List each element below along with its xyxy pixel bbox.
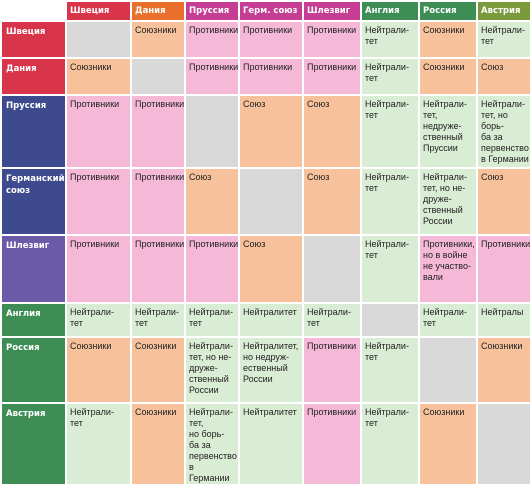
table-cell: Противники xyxy=(67,169,130,234)
table-cell: Нейтралитет xyxy=(240,304,302,336)
col-header-prussia: Пруссия xyxy=(186,2,238,20)
table-cell: Союз xyxy=(240,96,302,167)
table-cell: Противники xyxy=(132,96,184,167)
col-header-denmark: Дания xyxy=(132,2,184,20)
table-cell: Противники xyxy=(132,169,184,234)
table-cell xyxy=(478,404,530,484)
table-cell: Нейтрали- тет xyxy=(420,304,476,336)
table-cell: Союзники xyxy=(67,338,130,402)
table-cell xyxy=(186,96,238,167)
table-cell: Нейтрали- тет xyxy=(304,304,360,336)
table-cell: Противники xyxy=(304,59,360,94)
table-cell: Союз xyxy=(304,96,360,167)
col-header-austria: Австрия xyxy=(478,2,530,20)
table-cell: Противники xyxy=(478,236,530,302)
table-cell xyxy=(67,22,130,57)
table-cell: Нейтрали- тет xyxy=(478,22,530,57)
table-cell: Нейтрали- тет xyxy=(362,169,418,234)
table-cell: Противники xyxy=(132,236,184,302)
table-cell: Нейтрали- тет, но не- друже- ственный Ро… xyxy=(420,169,476,234)
col-header-england: Англия xyxy=(362,2,418,20)
row-header-england: Англия xyxy=(2,304,65,336)
table-cell: Противники xyxy=(67,236,130,302)
table-cell: Союз xyxy=(186,169,238,234)
table-cell: Нейтрали- тет, но борь- ба за первенство… xyxy=(478,96,530,167)
row-header-prussia: Пруссия xyxy=(2,96,65,167)
table-cell: Союзники xyxy=(478,338,530,402)
table-cell: Нейтрали- тет xyxy=(186,304,238,336)
table-cell xyxy=(132,59,184,94)
table-cell: Нейтрали- тет, но не- друже- ственный Ро… xyxy=(186,338,238,402)
table-cell: Союзники xyxy=(420,404,476,484)
table-cell: Противники xyxy=(240,59,302,94)
col-header-schleswig: Шлезвиг xyxy=(304,2,360,20)
row-header-denmark: Дания xyxy=(2,59,65,94)
table-cell: Нейтрали- тет xyxy=(67,404,130,484)
table-cell xyxy=(420,338,476,402)
table-cell: Союз xyxy=(240,236,302,302)
table-cell: Нейтрали- тет xyxy=(132,304,184,336)
row-header-schleswig: Шлезвиг xyxy=(2,236,65,302)
table-cell xyxy=(240,169,302,234)
col-header-german-union: Герм. союз xyxy=(240,2,302,20)
table-cell: Нейтрали- тет xyxy=(362,96,418,167)
table-cell: Союзники xyxy=(420,22,476,57)
col-header-sweden: Швеция xyxy=(67,2,130,20)
table-cell: Нейтрали- тет xyxy=(362,236,418,302)
table-cell: Союзники xyxy=(132,404,184,484)
table-cell: Противники xyxy=(186,22,238,57)
row-header-austria: Австрия xyxy=(2,404,65,484)
table-cell: Нейтрали- тет xyxy=(362,22,418,57)
table-cell: Нейтрали- тет xyxy=(362,59,418,94)
table-cell: Нейтрали- тет xyxy=(67,304,130,336)
table-cell: Противники xyxy=(304,338,360,402)
table-cell: Союзники xyxy=(420,59,476,94)
table-cell: Нейтрали- тет, недруже- ственный Пруссии xyxy=(420,96,476,167)
table-cell: Союзники xyxy=(132,22,184,57)
table-cell: Нейтралитет xyxy=(240,404,302,484)
row-header-russia: Россия xyxy=(2,338,65,402)
table-cell: Противники xyxy=(67,96,130,167)
table-cell: Противники xyxy=(186,236,238,302)
table-cell: Противники xyxy=(304,22,360,57)
row-header-german-union: Германский союз xyxy=(2,169,65,234)
table-cell: Союз xyxy=(478,59,530,94)
table-cell: Нейтрали- тет, но борь- ба за первенство… xyxy=(186,404,238,484)
table-cell: Союзники xyxy=(132,338,184,402)
table-cell xyxy=(362,304,418,336)
row-header-sweden: Швеция xyxy=(2,22,65,57)
table-cell: Нейтралитет, но недруж- ественный России xyxy=(240,338,302,402)
table-cell: Союз xyxy=(478,169,530,234)
table-cell: Противники, но в войне не участво- вали xyxy=(420,236,476,302)
col-header-russia: Россия xyxy=(420,2,476,20)
table-cell: Противники xyxy=(186,59,238,94)
table-cell: Нейтрали- тет xyxy=(362,338,418,402)
table-cell: Противники xyxy=(240,22,302,57)
table-cell: Союз xyxy=(304,169,360,234)
table-cell: Нейтрали- тет xyxy=(362,404,418,484)
table-cell: Нейтралы xyxy=(478,304,530,336)
table-corner xyxy=(2,2,65,20)
table-cell: Противники xyxy=(304,404,360,484)
table-cell xyxy=(304,236,360,302)
table-cell: Союзники xyxy=(67,59,130,94)
